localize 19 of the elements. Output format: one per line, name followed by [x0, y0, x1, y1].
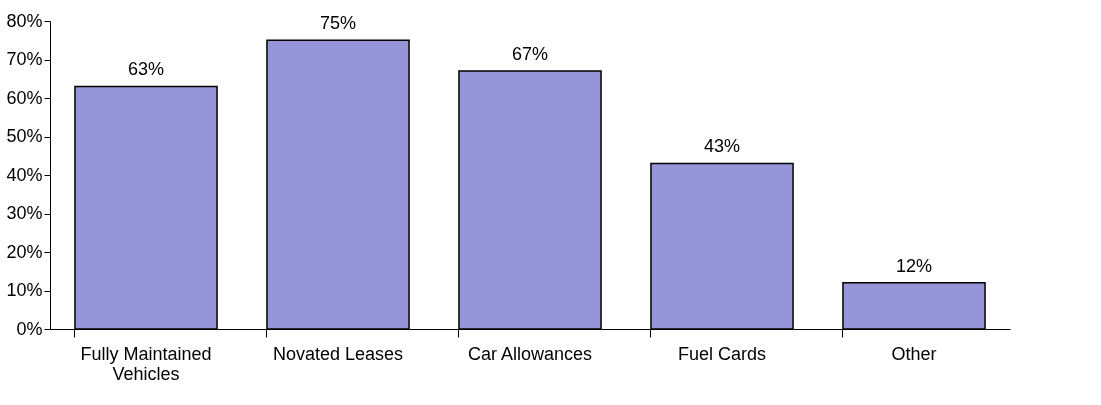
data-label: 67%	[511, 44, 549, 65]
y-tick-label: 30%	[6, 203, 43, 223]
y-tick-label: 60%	[6, 87, 43, 108]
x-tick-label: Other	[891, 343, 937, 364]
x-tick-label: Novated Leases	[272, 343, 404, 364]
y-tick-label: 0%	[16, 318, 43, 339]
y-tick-label: 40%	[6, 164, 43, 185]
data-label: 63%	[127, 59, 165, 80]
data-label: 75%	[319, 13, 357, 34]
x-tick-label: Fully Maintained Vehicles	[80, 343, 212, 384]
x-tick-label: Fuel Cards	[677, 343, 767, 364]
x-tick-label: Car Allowances	[467, 343, 593, 364]
data-label: 12%	[895, 255, 933, 276]
y-tick-label: 80%	[6, 10, 43, 31]
y-tick-label: 20%	[6, 241, 43, 262]
data-label: 43%	[703, 136, 741, 157]
y-tick-label: 10%	[6, 280, 43, 300]
y-tick-label: 50%	[6, 126, 43, 146]
y-tick-label: 70%	[6, 49, 43, 69]
